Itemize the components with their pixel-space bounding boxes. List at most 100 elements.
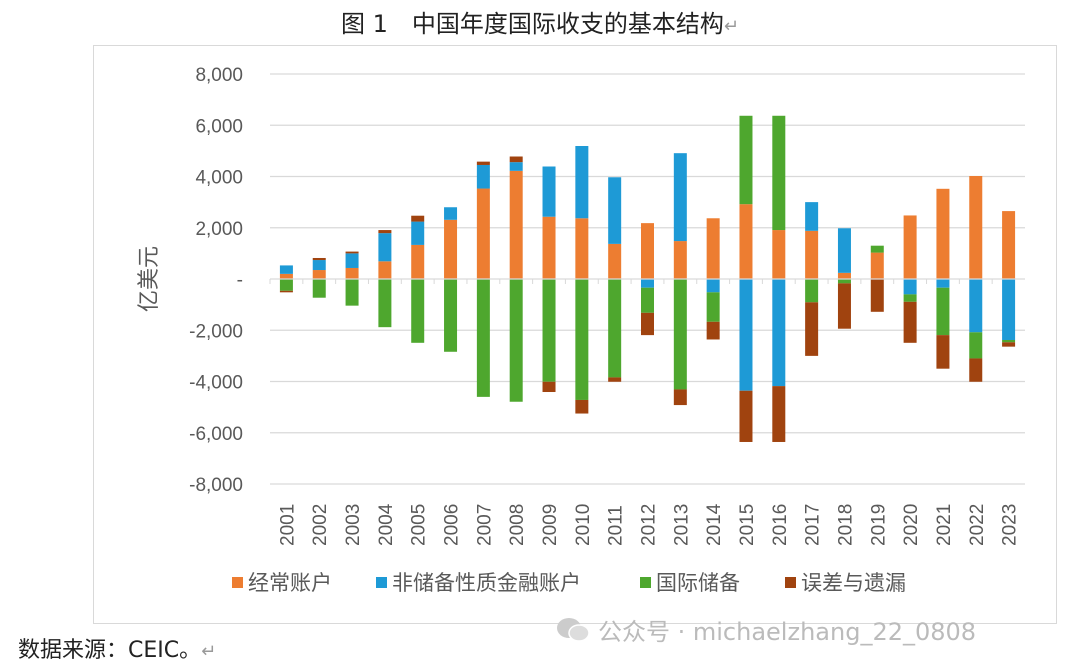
bar-segment-2004-s3 <box>378 230 392 234</box>
bar-segment-2010-s3 <box>575 399 589 414</box>
bar-segment-2022-s2 <box>969 332 983 359</box>
bar-segment-2011-s1 <box>608 177 622 244</box>
legend-swatch <box>640 577 651 588</box>
bar-segment-2015-s2 <box>739 115 753 205</box>
bar-segment-2019-s0 <box>870 252 884 279</box>
bar-segment-2001-s0 <box>279 273 293 279</box>
bar-segment-2019-s3 <box>870 279 884 312</box>
bar-segment-2002-s0 <box>312 270 326 279</box>
x-tick-label: 2016 <box>770 504 791 546</box>
bar-segment-2013-s3 <box>673 389 687 406</box>
y-axis-label: 亿美元 <box>137 246 162 312</box>
bar-segment-2023-s1 <box>1002 279 1016 340</box>
legend-label: 经常账户 <box>248 571 332 595</box>
y-tick-label: 6,000 <box>195 116 243 137</box>
bar-segment-2020-s3 <box>903 301 917 343</box>
return-mark: ↵ <box>201 641 217 662</box>
bar-segment-2009-s2 <box>542 279 556 382</box>
bar-segment-2021-s1 <box>936 279 950 288</box>
bar-segment-2004-s0 <box>378 261 392 279</box>
bar-segment-2008-s0 <box>509 170 523 279</box>
bar-segment-2010-s1 <box>575 146 589 219</box>
bar-segment-2010-s2 <box>575 279 589 400</box>
bar-segment-2007-s2 <box>476 279 490 397</box>
bar-segment-2017-s2 <box>805 279 819 303</box>
x-tick-label: 2023 <box>1000 504 1021 546</box>
bar-segment-2012-s2 <box>641 287 654 313</box>
bar-segment-2020-s1 <box>903 279 917 295</box>
bar-segment-2009-s0 <box>542 216 556 279</box>
bar-segment-2017-s3 <box>805 302 819 356</box>
bar-segment-2005-s0 <box>411 244 425 279</box>
bar-segment-2001-s1 <box>279 265 293 274</box>
bar-segment-2004-s1 <box>378 233 392 262</box>
x-tick-label: 2019 <box>868 504 889 546</box>
bar-segment-2010-s0 <box>575 218 589 279</box>
legend-label: 国际储备 <box>656 571 740 595</box>
bar-segment-2020-s2 <box>903 294 917 302</box>
bar-segment-2001-s3 <box>279 290 293 293</box>
x-tick-label: 2022 <box>967 504 988 546</box>
legend-swatch <box>785 577 796 588</box>
bar-segment-2013-s1 <box>673 153 687 242</box>
bar-segment-2021-s2 <box>936 287 950 336</box>
y-tick-label: 2,000 <box>195 219 243 240</box>
bar-segment-2022-s3 <box>969 358 983 382</box>
bar-segment-2022-s1 <box>969 279 983 333</box>
x-tick-label: 2008 <box>507 504 528 546</box>
bar-segment-2005-s2 <box>411 279 425 343</box>
bar-segment-2008-s3 <box>509 156 523 163</box>
bar-segment-2019-s2 <box>870 245 884 253</box>
x-tick-label: 2010 <box>573 504 594 546</box>
x-tick-label: 2005 <box>409 504 430 546</box>
bar-segment-2017-s0 <box>805 230 819 279</box>
watermark-text: 公众号 · michaelzhang_22_0808 <box>598 618 977 646</box>
bar-segment-2012-s1 <box>641 279 654 288</box>
bar-segment-2006-s0 <box>444 219 458 279</box>
bar-segment-2006-s2 <box>444 279 458 352</box>
x-tick-label: 2006 <box>442 504 463 546</box>
figure-title: 图 1 中国年度国际收支的基本结构↵ <box>0 4 1080 39</box>
x-tick-label: 2021 <box>934 504 955 546</box>
bar-segment-2023-s3 <box>1002 342 1016 347</box>
source-text: 数据来源：CEIC。 <box>18 638 202 663</box>
bar-segment-2016-s1 <box>772 279 786 387</box>
bar-segment-2015-s0 <box>739 204 753 279</box>
x-tick-label: 2020 <box>901 504 922 546</box>
bar-segment-2018-s0 <box>837 272 851 279</box>
bar-segment-2002-s3 <box>312 257 326 261</box>
bar-segment-2023-s2 <box>1002 339 1016 343</box>
bar-segment-2011-s2 <box>608 279 622 378</box>
bar-segment-2021-s0 <box>936 188 950 279</box>
bar-segment-2011-s0 <box>608 243 622 279</box>
bar-segment-2012-s3 <box>641 312 654 336</box>
x-tick-label: 2009 <box>540 504 561 546</box>
x-tick-label: 2007 <box>474 504 495 546</box>
legend-label: 误差与遗漏 <box>801 571 906 595</box>
y-tick-label: 8,000 <box>195 65 243 86</box>
watermark: 公众号 · michaelzhang_22_0808 <box>556 612 976 647</box>
bar-segment-2021-s3 <box>936 335 950 369</box>
bar-segment-2018-s3 <box>837 283 851 329</box>
legend-swatch <box>232 577 243 588</box>
legend-label: 非储备性质金融账户 <box>392 571 581 595</box>
bar-segment-2017-s1 <box>805 202 819 231</box>
bar-segment-2013-s2 <box>673 279 687 390</box>
bar-segment-2022-s0 <box>969 175 983 279</box>
return-mark: ↵ <box>723 16 739 37</box>
bar-segment-2003-s2 <box>345 279 359 306</box>
x-tick-label: 2014 <box>704 503 725 546</box>
bar-segment-2002-s1 <box>312 260 326 271</box>
bar-segment-2014-s2 <box>706 292 720 322</box>
bar-segment-2016-s2 <box>772 115 786 231</box>
bar-segment-2009-s3 <box>542 381 556 393</box>
bar-segment-2014-s0 <box>706 218 720 279</box>
bar-segment-2003-s1 <box>345 253 359 268</box>
y-tick-label: -6,000 <box>189 424 243 445</box>
bar-segment-2007-s0 <box>476 188 490 279</box>
bar-segment-2016-s3 <box>772 386 786 442</box>
bar-segment-2008-s1 <box>509 162 523 171</box>
x-tick-label: 2013 <box>671 504 692 546</box>
y-tick-label: -2,000 <box>189 321 243 342</box>
